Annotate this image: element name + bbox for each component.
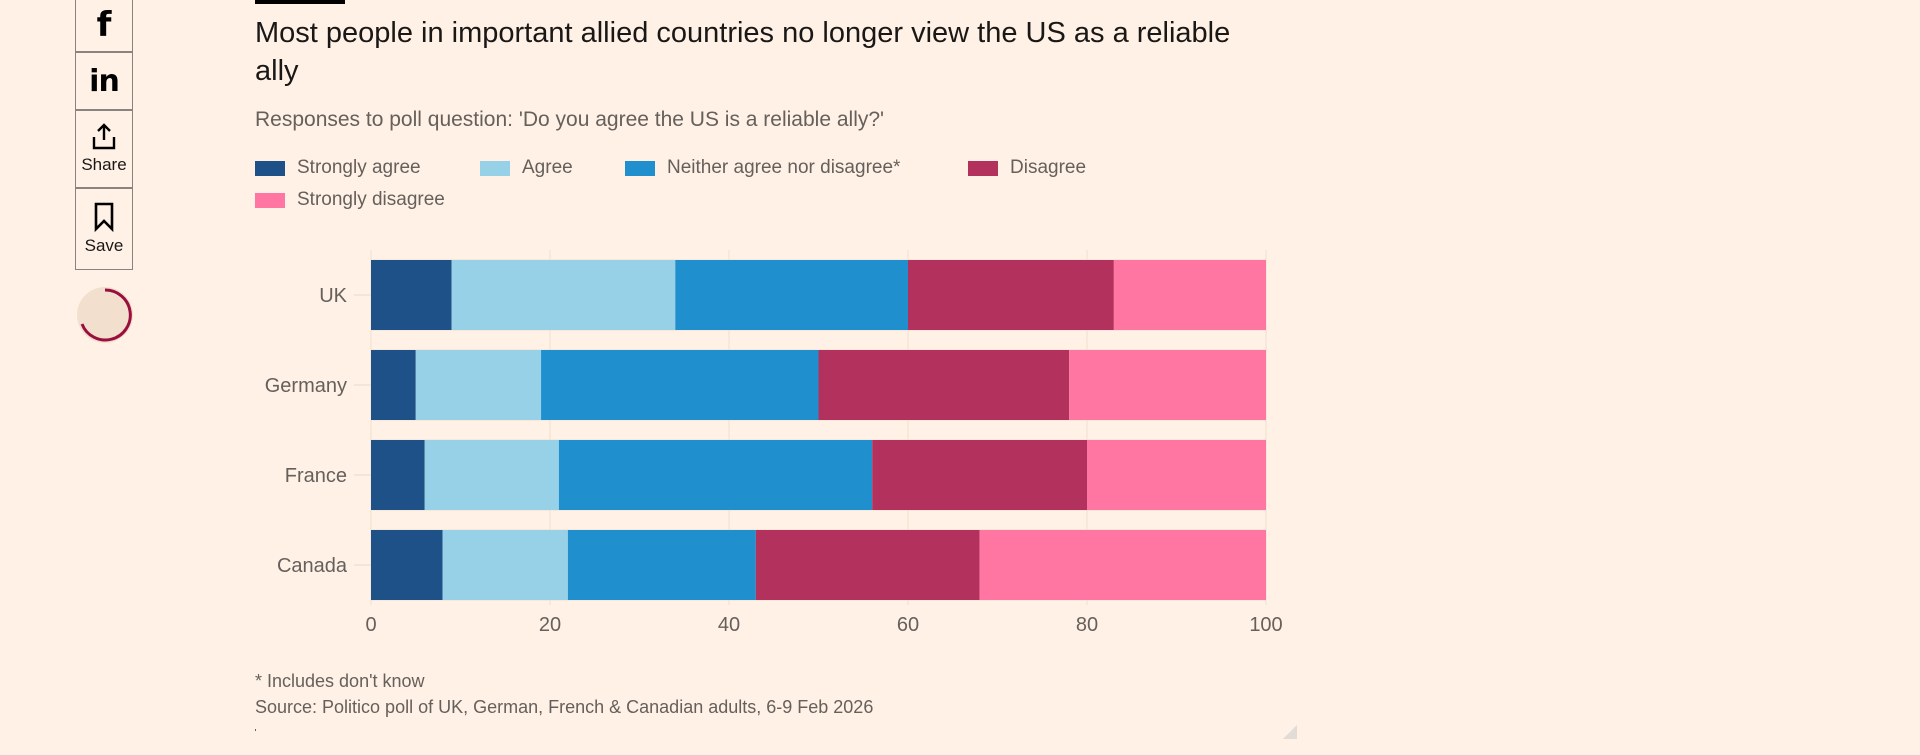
legend-item: Neither agree nor disagree* (625, 155, 900, 181)
bar-segment (424, 440, 559, 510)
linkedin-share-button[interactable]: in (75, 52, 133, 110)
legend-swatch (968, 160, 998, 176)
legend-item: Disagree (968, 155, 1086, 181)
bar-segment (371, 260, 452, 330)
share-label: Share (81, 155, 127, 174)
bar-segment (908, 260, 1114, 330)
reading-progress-indicator (77, 287, 133, 343)
legend-swatch (480, 160, 510, 176)
legend-label: Disagree (1010, 157, 1087, 178)
x-tick-label: 60 (897, 614, 919, 636)
source-marker (255, 729, 256, 731)
stacked-bar-chart: UK Germany France Canada 0 20 40 60 80 100 (265, 250, 1283, 636)
legend-label: Agree (522, 157, 573, 178)
legend-swatch (255, 160, 285, 176)
chart-subtitle: Responses to poll question: 'Do you agre… (255, 108, 885, 131)
facebook-share-button[interactable]: f (75, 0, 133, 52)
category-label: France (285, 465, 347, 487)
bar-segment (415, 350, 542, 420)
bar-segment (1069, 350, 1266, 420)
category-label: UK (319, 285, 347, 307)
chart-note: * Includes don't know (255, 671, 425, 691)
legend-swatch (625, 160, 655, 176)
chart-top-rule (255, 0, 345, 4)
legend-item: Strongly disagree (255, 187, 445, 213)
x-tick-label: 80 (1076, 614, 1098, 636)
bar-segment (567, 530, 756, 600)
save-label: Save (84, 236, 124, 255)
progress-arc (80, 288, 132, 342)
x-tick-label: 100 (1249, 614, 1282, 636)
bar-segment (1087, 440, 1266, 510)
category-label: Germany (265, 375, 347, 397)
x-tick-label: 20 (539, 614, 561, 636)
bar-segment (541, 350, 819, 420)
chart-source: Source: Politico poll of UK, German, Fre… (255, 697, 874, 717)
linkedin-icon: in (89, 63, 120, 99)
share-icon (92, 123, 116, 150)
chart-container: Most people in important allied countrie… (255, 0, 1315, 755)
bar-segment (451, 260, 676, 330)
bar-segment (818, 350, 1070, 420)
bar-segment (1113, 260, 1266, 330)
bar-segment (558, 440, 873, 510)
bar-segment (872, 440, 1087, 510)
category-label: Canada (277, 555, 348, 577)
facebook-icon: f (96, 4, 112, 45)
bookmark-icon (94, 202, 114, 232)
bar-segment (442, 530, 568, 600)
legend-swatch (255, 192, 285, 208)
bar-segment (755, 530, 980, 600)
bar-segment (371, 530, 443, 600)
x-tick-label: 0 (365, 614, 376, 636)
x-tick-label: 40 (718, 614, 740, 636)
legend-label: Strongly agree (297, 157, 421, 178)
save-button[interactable]: Save (75, 188, 133, 270)
legend-item: Strongly agree (255, 155, 421, 181)
bar-segment (371, 350, 416, 420)
chart-title: Most people in important allied countrie… (255, 17, 1231, 87)
legend-item: Agree (480, 155, 573, 181)
bar-segment (675, 260, 908, 330)
share-button[interactable]: Share (75, 110, 133, 188)
bar-segment (979, 530, 1266, 600)
resize-handle[interactable] (1283, 725, 1297, 739)
legend-label: Strongly disagree (297, 189, 445, 210)
legend-label: Neither agree nor disagree* (667, 157, 901, 178)
bar-segment (371, 440, 425, 510)
